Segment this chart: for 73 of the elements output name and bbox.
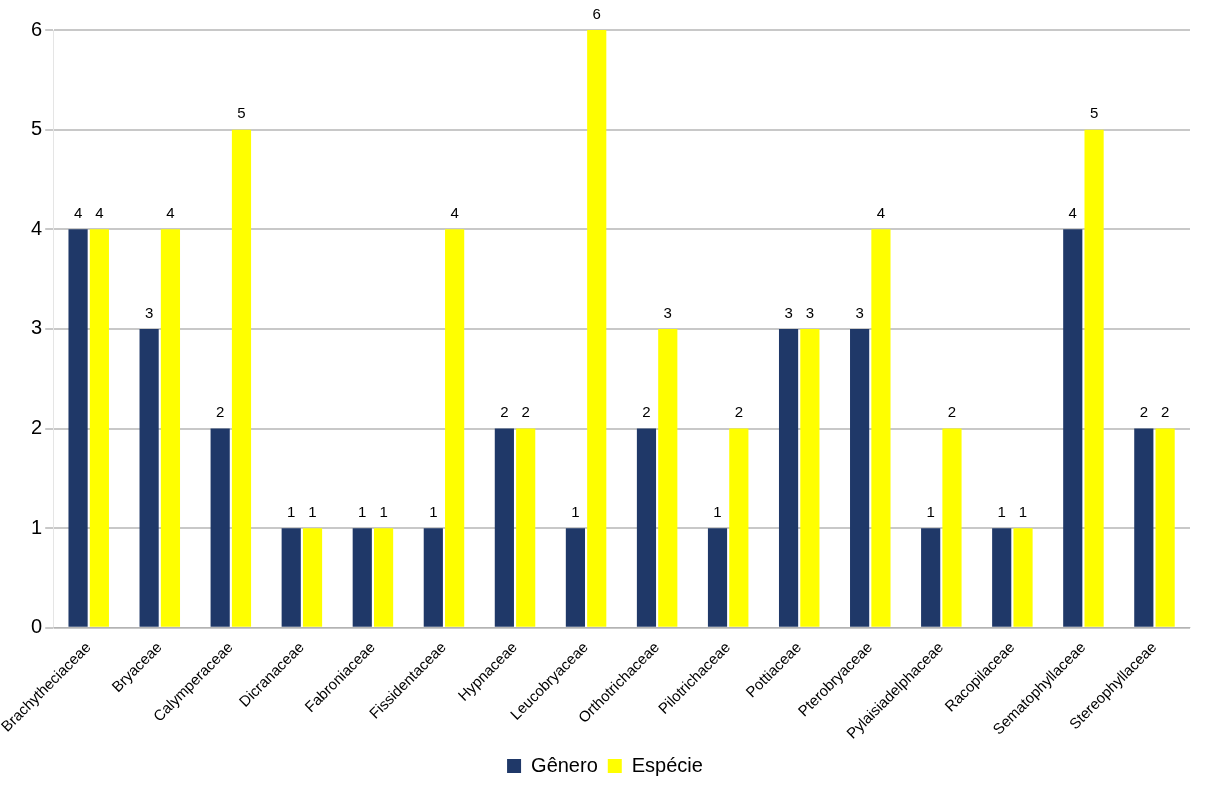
y-tick-label: 4 (31, 216, 43, 239)
data-label: 2 (1139, 403, 1148, 421)
bar (1063, 229, 1083, 627)
data-label: 4 (1068, 203, 1077, 221)
data-label: 2 (500, 403, 509, 421)
data-label: 5 (1089, 104, 1099, 122)
bar (800, 328, 820, 627)
data-label: 3 (855, 303, 864, 321)
bar (729, 428, 749, 627)
data-label: 4 (876, 203, 886, 221)
bar (68, 229, 88, 627)
bar (921, 528, 941, 627)
data-label: 1 (571, 502, 580, 520)
data-label: 1 (926, 502, 935, 520)
data-label: 4 (73, 203, 83, 221)
data-label: 1 (997, 502, 1006, 520)
data-label: 2 (947, 403, 957, 421)
y-tick-label: 6 (31, 17, 43, 40)
bar (352, 528, 372, 627)
y-tick-label: 3 (31, 316, 43, 339)
bar (658, 328, 678, 627)
data-label: 4 (450, 203, 459, 221)
bar (565, 528, 586, 627)
data-label: 5 (237, 104, 246, 122)
bar (139, 328, 159, 627)
data-label: 1 (308, 502, 317, 520)
data-label: 1 (1018, 502, 1028, 520)
y-tick-label: 2 (31, 416, 43, 439)
data-label: 1 (429, 502, 438, 520)
bar (494, 428, 514, 627)
bar (373, 528, 394, 627)
data-label: 4 (95, 203, 104, 221)
data-label: 4 (166, 203, 175, 221)
data-label: 2 (734, 403, 743, 421)
bar (1013, 528, 1033, 627)
bar (281, 528, 301, 627)
data-label: 1 (358, 502, 367, 520)
legend-label: Gênero (531, 753, 598, 776)
bar (707, 528, 728, 627)
bar (992, 528, 1012, 627)
bar (1134, 428, 1154, 627)
y-tick-label: 5 (31, 117, 43, 140)
bar (1084, 129, 1104, 627)
bar (942, 428, 962, 627)
data-label: 3 (784, 303, 793, 321)
bar (871, 229, 891, 627)
data-label: 1 (287, 502, 296, 520)
bar (89, 229, 109, 627)
data-label: 3 (144, 303, 154, 321)
y-tick-label: 0 (31, 615, 43, 638)
data-label: 2 (521, 403, 530, 421)
data-label: 3 (663, 303, 672, 321)
data-label: 2 (1160, 403, 1170, 421)
data-label: 3 (805, 303, 815, 321)
bar (210, 428, 230, 627)
bar (302, 528, 323, 627)
bar (587, 30, 607, 627)
bar (231, 129, 252, 627)
bar (516, 428, 536, 627)
bar (445, 229, 465, 627)
data-label: 2 (215, 403, 225, 421)
bar (423, 528, 443, 627)
bar (160, 229, 181, 627)
bar (850, 328, 870, 627)
bar (778, 328, 799, 627)
legend-label: Espécie (631, 753, 703, 776)
data-label: 1 (379, 502, 388, 520)
data-label: 1 (713, 502, 722, 520)
data-label: 2 (642, 403, 651, 421)
data-label: 6 (592, 4, 601, 22)
bar (1155, 428, 1175, 627)
y-tick-label: 1 (31, 515, 43, 538)
bar (636, 428, 657, 627)
